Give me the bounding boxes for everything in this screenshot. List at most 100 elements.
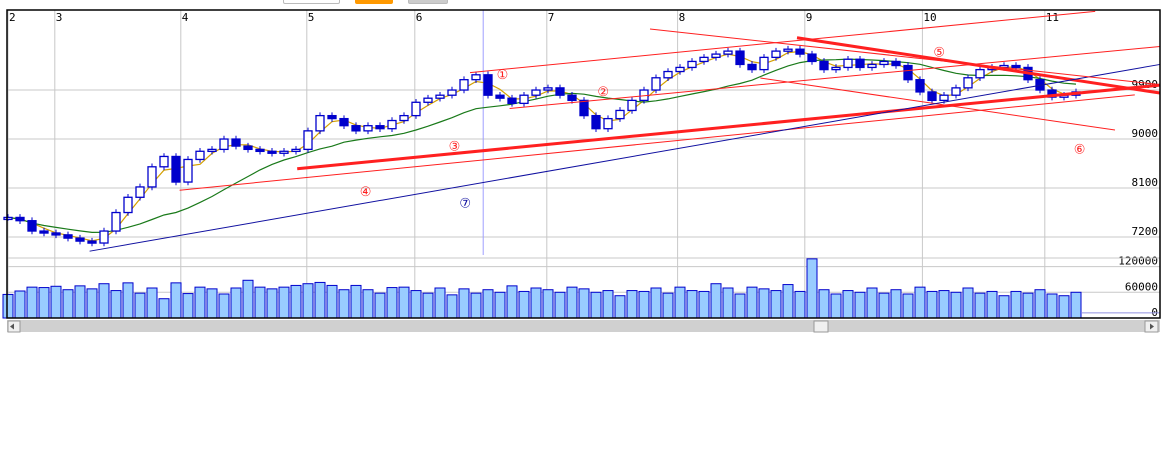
- candle: [831, 66, 841, 71]
- scroll-thumb[interactable]: [813, 320, 829, 333]
- price-tick-label: 8100: [1132, 176, 1159, 189]
- candle: [627, 99, 637, 112]
- volume-bar: [38, 287, 50, 319]
- candle: [735, 50, 745, 66]
- volume-bar: [866, 287, 878, 319]
- month-label: 7: [548, 11, 555, 24]
- candle: [231, 138, 241, 147]
- trendline-label: ①: [497, 68, 509, 83]
- volume-bar: [974, 292, 986, 319]
- volume-bar: [794, 290, 806, 319]
- candle: [327, 114, 337, 120]
- stock-chart: 7200810090009900060000120000234567891011…: [2, 9, 1161, 333]
- volume-bar: [686, 290, 698, 319]
- volume-bar: [950, 291, 962, 319]
- horizontal-scrollbar[interactable]: [7, 320, 1160, 332]
- candle: [75, 237, 85, 242]
- candle: [951, 87, 961, 96]
- candle: [663, 70, 673, 79]
- candle: [387, 119, 397, 130]
- volume-bar: [446, 294, 458, 319]
- candle: [351, 125, 361, 132]
- volume-bar: [962, 287, 974, 319]
- candle: [747, 63, 757, 71]
- trendline: [179, 94, 1135, 191]
- candle: [147, 166, 157, 188]
- candle: [927, 91, 937, 102]
- volume-bar: [878, 292, 890, 319]
- volume-bar: [230, 287, 242, 319]
- trendline-label: ⑥: [1074, 142, 1086, 157]
- volume-bar: [182, 293, 194, 319]
- volume-bar: [278, 286, 290, 319]
- volume-bar: [782, 284, 794, 319]
- volume-bar: [1058, 295, 1070, 319]
- candle: [699, 56, 709, 63]
- month-label: 6: [416, 11, 423, 24]
- volume-bar: [854, 291, 866, 319]
- volume-bar: [914, 286, 926, 319]
- trendline-label: ⑤: [933, 45, 945, 60]
- candle: [795, 48, 805, 55]
- toolbar-button-orange[interactable]: [355, 0, 393, 4]
- volume-bar: [458, 288, 470, 319]
- volume-bar: [482, 289, 494, 319]
- volume-bar: [350, 284, 362, 319]
- volume-bar: [290, 284, 302, 319]
- volume-bar: [554, 291, 566, 319]
- candle: [63, 234, 73, 239]
- volume-bar: [50, 285, 62, 319]
- candle: [471, 74, 481, 81]
- candle: [651, 77, 661, 91]
- candle: [939, 94, 949, 102]
- candle: [3, 216, 13, 221]
- candle: [159, 155, 169, 168]
- volume-bar: [494, 291, 506, 319]
- volume-tick-label: 120000: [1118, 255, 1158, 268]
- volume-bar: [314, 281, 326, 319]
- volume-bar: [302, 283, 314, 319]
- volume-bar: [374, 292, 386, 319]
- volume-bar: [758, 288, 770, 319]
- volume-bar: [806, 258, 818, 319]
- price-tick-label: 7200: [1132, 225, 1159, 238]
- trendline: [760, 77, 1116, 131]
- candle: [879, 60, 889, 66]
- candle: [267, 150, 277, 154]
- trendline-label: ②: [597, 85, 609, 100]
- trendline-label: ④: [360, 185, 372, 200]
- candle: [711, 53, 721, 59]
- month-label: 4: [182, 11, 189, 24]
- candle: [507, 97, 517, 105]
- toolbar-button-gray[interactable]: [408, 0, 448, 4]
- candle: [603, 117, 613, 130]
- volume-bar: [1070, 291, 1082, 319]
- candle: [723, 50, 733, 55]
- volume-bar: [926, 290, 938, 319]
- candle: [87, 240, 97, 244]
- volume-bar: [86, 288, 98, 319]
- candle: [483, 74, 493, 96]
- candle: [867, 63, 877, 69]
- volume-bar: [206, 288, 218, 319]
- candle: [195, 150, 205, 161]
- candle: [279, 150, 289, 154]
- candle: [339, 117, 349, 127]
- volume-bar: [710, 283, 722, 319]
- month-label: 11: [1046, 11, 1059, 24]
- candle: [675, 66, 685, 73]
- toolbar-button[interactable]: [283, 0, 340, 4]
- arrow-right-icon: [1150, 323, 1154, 330]
- candle: [39, 230, 49, 234]
- candle: [687, 60, 697, 69]
- volume-bar: [110, 290, 122, 319]
- volume-tick-label: 60000: [1125, 280, 1158, 293]
- volume-bar: [434, 287, 446, 319]
- trendline-label: ⑦: [459, 197, 471, 212]
- volume-bar: [722, 287, 734, 319]
- month-label: 8: [679, 11, 686, 24]
- price-tick-label: 9000: [1132, 127, 1159, 140]
- candle: [579, 99, 589, 117]
- volume-bar: [1034, 289, 1046, 319]
- volume-bar: [158, 298, 170, 319]
